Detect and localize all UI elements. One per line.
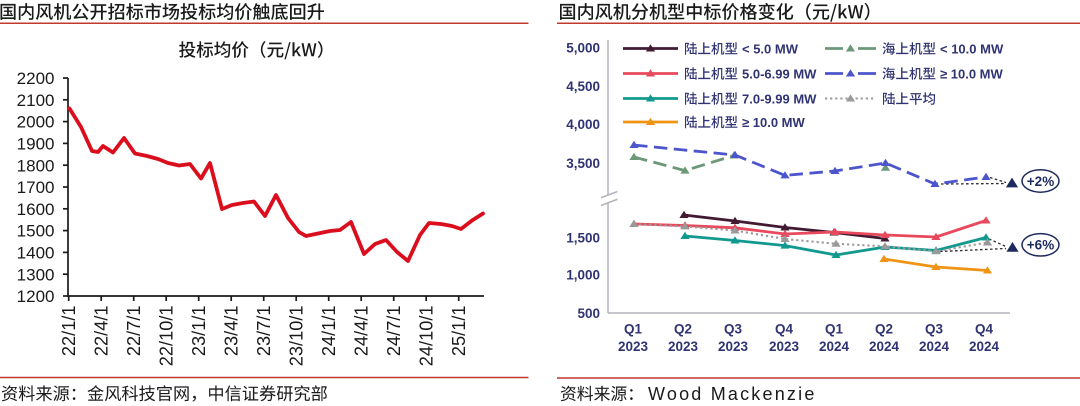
svg-text:23/10/1: 23/10/1 — [287, 306, 307, 367]
svg-text:24/1/1: 24/1/1 — [319, 306, 339, 357]
svg-text:23/4/1: 23/4/1 — [222, 306, 242, 357]
svg-text:4,000: 4,000 — [566, 117, 600, 132]
svg-text:2024: 2024 — [819, 339, 850, 354]
svg-text:1500: 1500 — [17, 222, 55, 241]
svg-text:22/10/1: 22/10/1 — [157, 306, 177, 367]
svg-text:1300: 1300 — [17, 265, 55, 284]
svg-text:2023: 2023 — [668, 339, 699, 354]
svg-text:Q4: Q4 — [775, 322, 794, 337]
svg-text:1600: 1600 — [17, 200, 55, 219]
svg-text:23/7/1: 23/7/1 — [254, 306, 274, 357]
svg-text:7.0-9.99 MW: 7.0-9.99 MW — [742, 91, 817, 106]
svg-text:22/4/1: 22/4/1 — [92, 306, 112, 357]
svg-text:2024: 2024 — [919, 339, 950, 354]
svg-text:2100: 2100 — [17, 91, 55, 110]
svg-text:Q1: Q1 — [624, 322, 643, 337]
svg-text:Q1: Q1 — [825, 322, 844, 337]
svg-text:2000: 2000 — [17, 113, 55, 132]
svg-text:5.0-6.99 MW: 5.0-6.99 MW — [742, 66, 817, 81]
svg-text:1900: 1900 — [17, 135, 55, 154]
svg-text:2200: 2200 — [17, 69, 55, 88]
svg-text:< 5.0 MW: < 5.0 MW — [742, 41, 799, 56]
svg-text:Q2: Q2 — [674, 322, 692, 337]
svg-text:≥ 10.0 MW: ≥ 10.0 MW — [940, 66, 1003, 81]
svg-text:Q3: Q3 — [925, 322, 944, 337]
svg-text:500: 500 — [577, 306, 600, 321]
svg-text:2023: 2023 — [769, 339, 800, 354]
svg-text:25/1/1: 25/1/1 — [449, 305, 469, 356]
svg-text:Wood Mackenzie: Wood Mackenzie — [648, 384, 817, 404]
svg-text:+2%: +2% — [1027, 174, 1054, 189]
svg-text:Q4: Q4 — [975, 322, 994, 337]
svg-text:+6%: +6% — [1027, 238, 1054, 253]
svg-text:2023: 2023 — [618, 339, 649, 354]
svg-text:24/4/1: 24/4/1 — [352, 306, 372, 357]
svg-text:1700: 1700 — [17, 178, 55, 197]
svg-text:≥ 10.0 MW: ≥ 10.0 MW — [742, 115, 805, 130]
svg-text:4,500: 4,500 — [566, 79, 600, 94]
svg-text:23/1/1: 23/1/1 — [189, 306, 209, 357]
svg-text:< 10.0 MW: < 10.0 MW — [940, 41, 1004, 56]
svg-text:24/7/1: 24/7/1 — [384, 306, 404, 357]
svg-text:3,500: 3,500 — [566, 156, 600, 171]
svg-text:1,000: 1,000 — [566, 267, 600, 282]
svg-text:22/1/1: 22/1/1 — [59, 306, 79, 357]
svg-text:2023: 2023 — [718, 339, 749, 354]
svg-text:2024: 2024 — [969, 339, 1000, 354]
svg-text:22/7/1: 22/7/1 — [124, 306, 144, 357]
svg-text:24/10/1: 24/10/1 — [417, 306, 437, 367]
svg-text:Q2: Q2 — [875, 322, 893, 337]
svg-text:1400: 1400 — [17, 244, 55, 263]
svg-text:5,000: 5,000 — [566, 40, 600, 55]
svg-text:1200: 1200 — [17, 287, 55, 306]
svg-text:Q3: Q3 — [724, 322, 743, 337]
svg-text:1,500: 1,500 — [566, 230, 600, 245]
svg-text:2024: 2024 — [869, 339, 900, 354]
svg-text:1800: 1800 — [17, 156, 55, 175]
